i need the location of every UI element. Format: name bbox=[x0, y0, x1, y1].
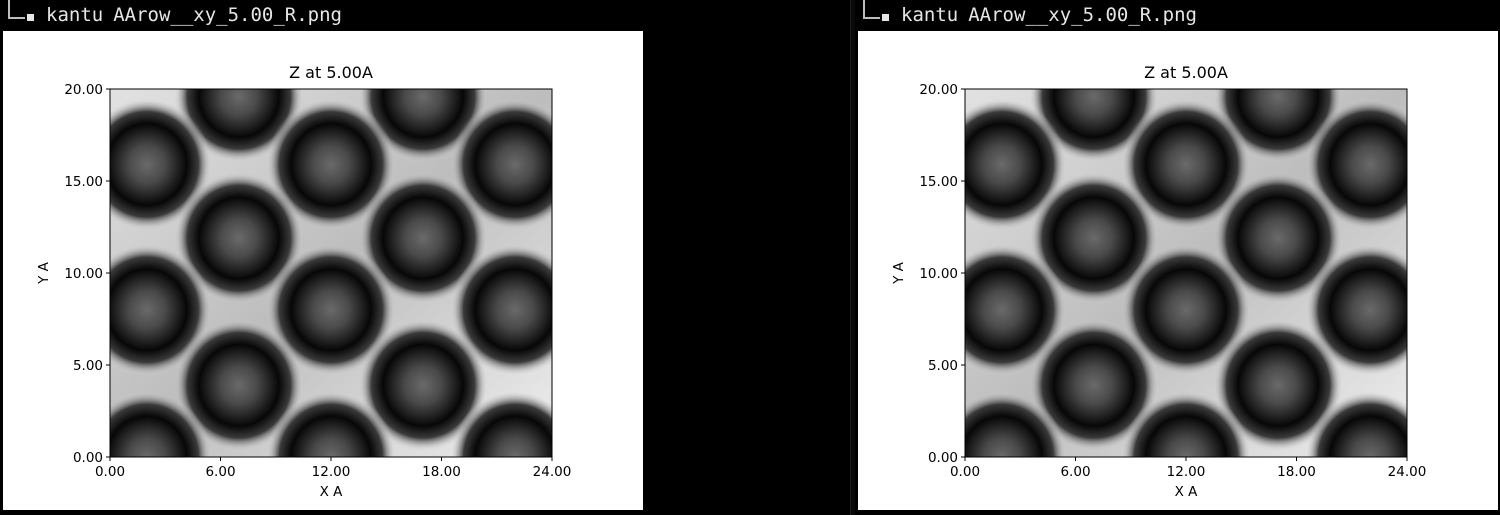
figure-image-right: 0.00 6.00 12.00 18.00 24.00 0.00 5.00 10.00 15.0… bbox=[858, 31, 1498, 510]
heatmap-feature bbox=[174, 172, 304, 304]
heatmap-feature bbox=[174, 319, 304, 451]
heatmap-feature bbox=[1213, 319, 1343, 451]
heatmap-feature bbox=[1121, 98, 1251, 231]
heatmap-feature bbox=[1121, 244, 1251, 376]
heatmap-feature bbox=[450, 244, 552, 376]
heatmap-feature bbox=[965, 98, 1067, 231]
y-tick-label: 0.00 bbox=[928, 450, 958, 466]
command-name: kantu bbox=[46, 4, 104, 26]
heatmap-feature bbox=[1121, 391, 1251, 457]
heatmap-feature bbox=[965, 244, 1067, 376]
x-tick-label: 24.00 bbox=[533, 464, 572, 480]
heatmap-chart: 0.00 6.00 12.00 18.00 24.00 0.00 5.00 10.00 15.0… bbox=[36, 63, 572, 500]
x-axis-label: X A bbox=[320, 484, 344, 500]
y-tick-label: 20.00 bbox=[919, 82, 958, 98]
heatmap-field bbox=[110, 89, 552, 457]
command-filename: AArow__xy_5.00_R.png bbox=[968, 4, 1197, 26]
y-tick-label: 5.00 bbox=[928, 358, 958, 374]
x-tick-label: 6.00 bbox=[1060, 464, 1090, 480]
x-tick-label: 24.00 bbox=[1388, 464, 1427, 480]
chart-title: Z at 5.00A bbox=[289, 63, 373, 82]
terminal-line-right: kantu AArow__xy_5.00_R.png bbox=[855, 0, 1197, 31]
heatmap-feature bbox=[1213, 172, 1343, 304]
terminal-command: kantu AArow__xy_5.00_R.png bbox=[46, 0, 342, 31]
terminal-line-left: kantu AArow__xy_5.00_R.png bbox=[0, 0, 342, 31]
heatmap-feature bbox=[110, 98, 212, 231]
x-tick-label: 18.00 bbox=[422, 464, 461, 480]
y-tick-label: 5.00 bbox=[73, 358, 103, 374]
command-name: kantu bbox=[901, 4, 959, 26]
terminal-pane-right[interactable]: kantu AArow__xy_5.00_R.png 0.00 6.00 12.00 1… bbox=[855, 0, 1500, 515]
terminal-pane-left[interactable]: kantu AArow__xy_5.00_R.png 0.00 6.00 12.00 1… bbox=[0, 0, 850, 515]
tree-branch-icon bbox=[0, 0, 34, 31]
figure-image-left: 0.00 6.00 12.00 18.00 24.00 0.00 5.00 10.00 15.0… bbox=[3, 31, 643, 510]
heatmap-feature bbox=[450, 98, 552, 231]
x-axis-label: X A bbox=[1175, 484, 1199, 500]
x-tick-label: 0.00 bbox=[95, 464, 125, 480]
heatmap-feature bbox=[965, 391, 1067, 457]
heatmap-field bbox=[965, 89, 1407, 457]
y-tick-label: 10.00 bbox=[919, 266, 958, 282]
heatmap-feature bbox=[266, 98, 396, 231]
command-filename: AArow__xy_5.00_R.png bbox=[113, 4, 342, 26]
y-tick-label: 15.00 bbox=[64, 174, 103, 190]
y-axis-label: Y A bbox=[36, 261, 52, 285]
x-tick-label: 18.00 bbox=[1277, 464, 1316, 480]
heatmap-feature bbox=[358, 319, 488, 451]
y-tick-label: 20.00 bbox=[64, 82, 103, 98]
heatmap-feature bbox=[1029, 172, 1159, 304]
heatmap-feature bbox=[266, 391, 396, 457]
heatmap-feature bbox=[110, 391, 212, 457]
pane-divider[interactable] bbox=[850, 0, 856, 515]
y-axis-label: Y A bbox=[891, 261, 907, 285]
x-tick-label: 12.00 bbox=[1167, 464, 1206, 480]
heatmap-feature bbox=[1305, 391, 1407, 457]
tree-branch-icon bbox=[855, 0, 889, 31]
heatmap-feature bbox=[266, 244, 396, 376]
y-tick-label: 10.00 bbox=[64, 266, 103, 282]
heatmap-feature bbox=[110, 244, 212, 376]
heatmap-feature bbox=[1305, 244, 1407, 376]
heatmap-feature bbox=[358, 172, 488, 304]
y-tick-label: 0.00 bbox=[73, 450, 103, 466]
heatmap-feature bbox=[450, 391, 552, 457]
y-tick-label: 15.00 bbox=[919, 174, 958, 190]
terminal-command: kantu AArow__xy_5.00_R.png bbox=[901, 0, 1197, 31]
heatmap-feature bbox=[1305, 98, 1407, 231]
x-tick-label: 0.00 bbox=[950, 464, 980, 480]
x-tick-label: 12.00 bbox=[312, 464, 351, 480]
x-tick-label: 6.00 bbox=[205, 464, 235, 480]
heatmap-feature bbox=[1029, 319, 1159, 451]
heatmap-chart: 0.00 6.00 12.00 18.00 24.00 0.00 5.00 10.00 15.0… bbox=[891, 63, 1427, 500]
chart-title: Z at 5.00A bbox=[1144, 63, 1228, 82]
